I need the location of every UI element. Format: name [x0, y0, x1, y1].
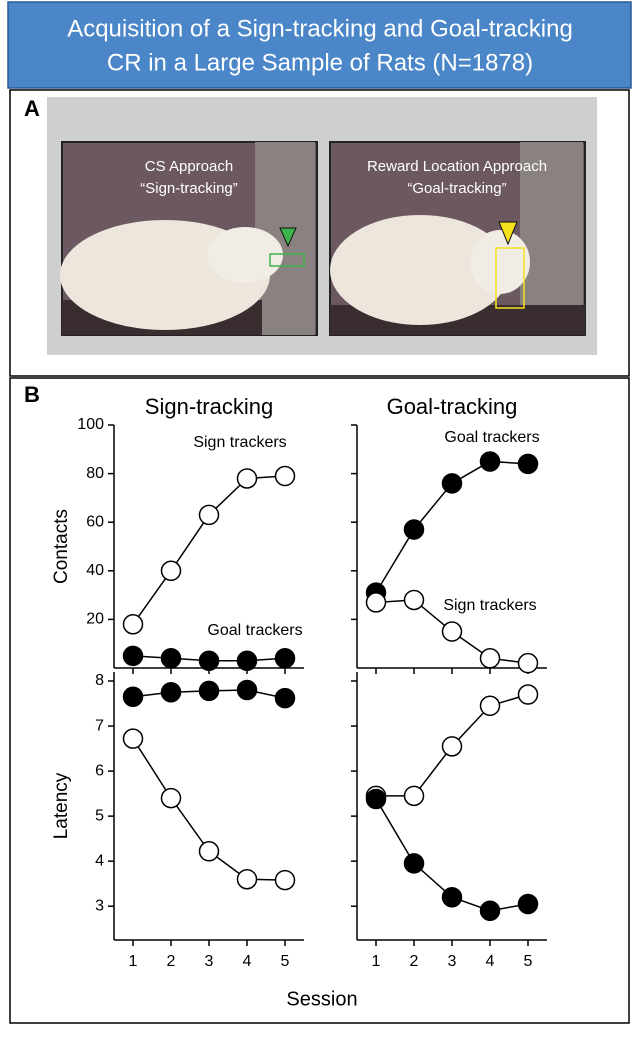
x-tick-label: 3 [205, 953, 214, 970]
marker [517, 684, 539, 705]
y-tick-label: 80 [86, 465, 104, 482]
photo-caption: CS Approach [145, 158, 233, 175]
x-tick-label: 5 [281, 953, 290, 970]
title-line: Acquisition of a Sign-tracking and Goal-… [67, 15, 573, 42]
x-tick-label: 4 [243, 953, 252, 970]
y-tick-label: 100 [77, 416, 104, 433]
series-label: Sign trackers [443, 597, 536, 614]
y-axis-label: Latency [51, 772, 72, 839]
marker [122, 645, 144, 667]
rat-head [470, 230, 530, 294]
y-tick-label: 20 [86, 611, 104, 628]
x-tick-label: 1 [372, 953, 381, 970]
chart-title: Goal-tracking [387, 394, 518, 419]
target-box [495, 247, 525, 309]
series-label: Sign trackers [193, 434, 286, 451]
marker [198, 680, 220, 702]
marker [479, 648, 501, 669]
arrow-marker [498, 221, 518, 246]
marker [274, 869, 296, 891]
marker [160, 787, 182, 809]
marker [479, 695, 501, 717]
y-tick-label: 6 [95, 762, 104, 779]
marker [198, 504, 220, 526]
marker [122, 728, 144, 749]
target-box [269, 253, 305, 267]
y-tick-label: 7 [95, 717, 104, 734]
x-tick-label: 2 [167, 953, 176, 970]
marker [441, 736, 463, 757]
rat [330, 215, 510, 325]
panel-b-box [9, 377, 630, 1024]
marker [236, 679, 258, 701]
panel-label: A [24, 96, 40, 121]
panel-label: B [24, 382, 40, 407]
series-line [132, 475, 286, 625]
y-tick-label: 60 [86, 513, 104, 530]
x-tick-label: 2 [410, 953, 419, 970]
photo-caption: Reward Location Approach [367, 158, 547, 175]
marker [365, 592, 387, 613]
y-tick-label: 8 [95, 672, 104, 689]
title-box [7, 1, 632, 89]
panel-a-box [9, 89, 630, 377]
photo-caption: “Sign-tracking” [140, 180, 238, 197]
photo: Reward Location Approach “Goal-tracking” [329, 141, 586, 336]
rat-head [207, 227, 283, 283]
y-tick-label: 3 [95, 897, 104, 914]
marker [122, 614, 144, 635]
marker [236, 650, 258, 671]
marker [403, 853, 425, 874]
x-axis-label: Session [286, 988, 357, 1010]
marker [403, 785, 425, 807]
marker [441, 621, 463, 642]
y-tick-label: 4 [95, 852, 104, 869]
y-axis-label: Contacts [51, 509, 72, 584]
y-tick-label: 40 [86, 562, 104, 579]
marker [441, 886, 463, 908]
marker [160, 648, 182, 669]
marker [160, 682, 182, 703]
arrow-marker [279, 227, 297, 248]
marker [479, 451, 501, 472]
x-tick-label: 3 [448, 953, 457, 970]
marker [274, 648, 296, 669]
title-line: CR in a Large Sample of Rats (N=1878) [107, 49, 533, 76]
x-tick-label: 5 [524, 953, 533, 970]
marker [236, 868, 258, 890]
photo-wall [520, 142, 583, 335]
marker [403, 519, 425, 540]
marker [517, 453, 539, 475]
photo: CS Approach “Sign-tracking” [60, 141, 318, 336]
x-tick-label: 4 [486, 953, 495, 970]
series-label: Goal trackers [207, 622, 302, 639]
marker [274, 465, 296, 487]
marker [365, 788, 387, 810]
marker [403, 589, 425, 611]
marker [122, 686, 144, 708]
marker [517, 652, 539, 674]
marker [479, 900, 501, 921]
photo-caption: “Goal-tracking” [407, 180, 506, 197]
marker [274, 687, 296, 709]
series-label: Goal trackers [444, 429, 539, 446]
marker [517, 893, 539, 915]
marker [198, 650, 220, 671]
marker [236, 468, 258, 489]
marker [441, 473, 463, 494]
x-tick-label: 1 [129, 953, 138, 970]
marker [198, 841, 220, 862]
y-tick-label: 5 [95, 807, 104, 824]
marker [160, 560, 182, 582]
chart-title: Sign-tracking [145, 394, 273, 419]
